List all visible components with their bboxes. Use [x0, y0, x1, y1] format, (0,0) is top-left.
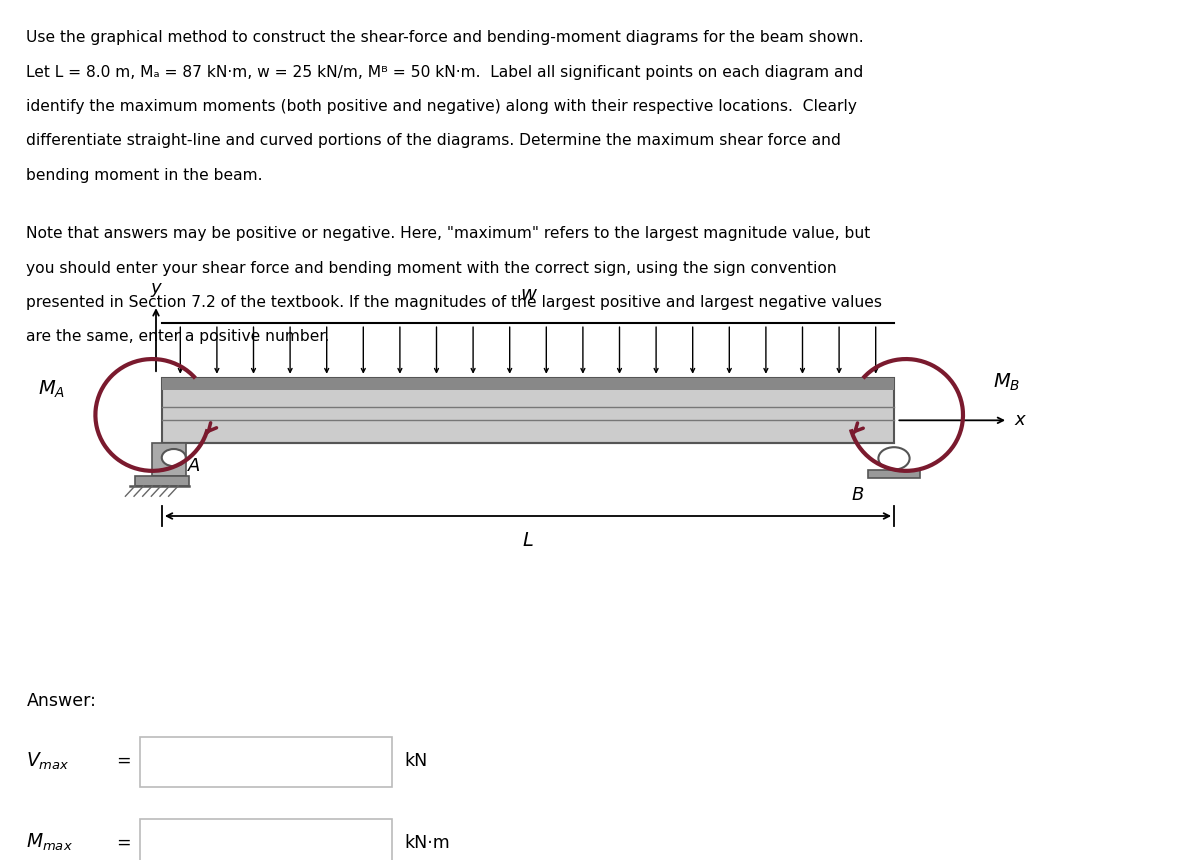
- Text: =: =: [116, 752, 131, 770]
- Text: A: A: [188, 457, 200, 475]
- Text: $V_{max}$: $V_{max}$: [26, 751, 70, 771]
- Text: $M_{max}$: $M_{max}$: [26, 832, 73, 853]
- Bar: [140, 737, 392, 787]
- Text: identify the maximum moments (both positive and negative) along with their respe: identify the maximum moments (both posit…: [26, 99, 857, 114]
- Text: y: y: [151, 279, 161, 297]
- Bar: [868, 470, 920, 478]
- Bar: [152, 443, 186, 476]
- Text: differentiate straight-line and curved portions of the diagrams. Determine the m: differentiate straight-line and curved p…: [26, 133, 841, 148]
- Text: bending moment in the beam.: bending moment in the beam.: [26, 168, 263, 182]
- Text: kN·m: kN·m: [404, 834, 450, 851]
- Text: B: B: [852, 486, 864, 504]
- Circle shape: [162, 449, 186, 466]
- Text: =: =: [116, 834, 131, 851]
- Text: are the same, enter a positive number.: are the same, enter a positive number.: [26, 329, 330, 344]
- Text: x: x: [1014, 411, 1025, 429]
- Text: Use the graphical method to construct the shear-force and bending-moment diagram: Use the graphical method to construct th…: [26, 30, 864, 45]
- Text: you should enter your shear force and bending moment with the correct sign, usin: you should enter your shear force and be…: [26, 261, 838, 275]
- Text: w: w: [520, 285, 536, 304]
- Text: presented in Section 7.2 of the textbook. If the magnitudes of the largest posit: presented in Section 7.2 of the textbook…: [26, 295, 882, 310]
- Text: $M_A$: $M_A$: [38, 378, 66, 400]
- Text: Answer:: Answer:: [26, 692, 96, 710]
- Text: Note that answers may be positive or negative. Here, "maximum" refers to the lar: Note that answers may be positive or neg…: [26, 226, 871, 241]
- Circle shape: [878, 447, 910, 470]
- Bar: [136, 476, 190, 486]
- Text: kN: kN: [404, 752, 427, 770]
- Text: L: L: [522, 531, 534, 550]
- Bar: [140, 819, 392, 860]
- Bar: [162, 378, 894, 390]
- Text: Let L = 8.0 m, Mₐ = 87 kN·m, w = 25 kN/m, Mᴮ = 50 kN·m.  Label all significant p: Let L = 8.0 m, Mₐ = 87 kN·m, w = 25 kN/m…: [26, 64, 864, 79]
- Bar: [162, 378, 894, 443]
- Text: $M_B$: $M_B$: [994, 372, 1020, 393]
